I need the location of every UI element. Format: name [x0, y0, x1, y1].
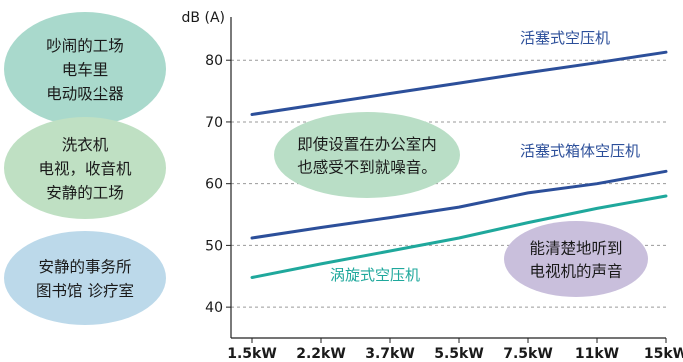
series-label: 活塞式空压机 — [520, 29, 610, 47]
series-label: 涡旋式空压机 — [330, 266, 420, 284]
series-line — [250, 169, 668, 240]
x-tick-label: 15kW — [644, 346, 683, 362]
y-tick-label: 60 — [205, 177, 223, 193]
y-tick-label: 40 — [205, 300, 223, 316]
y-tick-label: 80 — [205, 53, 223, 69]
x-tick-label: 2.2kW — [296, 346, 346, 362]
legend-bubble-text: 安静的事务所 — [38, 258, 131, 276]
legend-bubble-text: 安静的工场 — [46, 184, 124, 202]
legend-bubble-text: 图书馆 诊疗室 — [36, 282, 134, 300]
series-line — [250, 194, 668, 279]
series-line — [250, 50, 668, 116]
annotation-bubble — [274, 112, 460, 198]
legend-bubble — [4, 231, 166, 325]
annotation-text: 即使设置在办公室内 — [297, 136, 437, 154]
x-tick-label: 1.5kW — [227, 346, 277, 362]
legend-bubble-text: 洗衣机 — [62, 136, 109, 154]
x-tick-label: 11kW — [575, 346, 619, 362]
legend-bubble — [4, 117, 166, 219]
legend-bubble-text: 电车里 — [62, 61, 109, 79]
annotation-text: 能清楚地听到 — [529, 240, 622, 258]
annotation-text: 也感受不到就噪音。 — [297, 159, 437, 177]
x-tick-label: 7.5kW — [503, 346, 553, 362]
legend-bubble-text: 电动吸尘器 — [46, 85, 124, 103]
legend-bubble-text: 吵闹的工场 — [46, 37, 124, 55]
annotation-bubble — [504, 221, 648, 297]
legend-bubble-text: 电视，收音机 — [38, 160, 132, 178]
x-tick-label: 5.5kW — [434, 346, 484, 362]
annotation-text: 电视机的声音 — [529, 263, 622, 281]
legend-bubble — [4, 12, 166, 126]
x-tick-label: 3.7kW — [365, 346, 415, 362]
y-axis-label: dB (A) — [182, 10, 225, 26]
y-tick-label: 70 — [205, 115, 223, 131]
series-label: 活塞式箱体空压机 — [520, 142, 640, 160]
y-tick-label: 50 — [205, 238, 223, 254]
